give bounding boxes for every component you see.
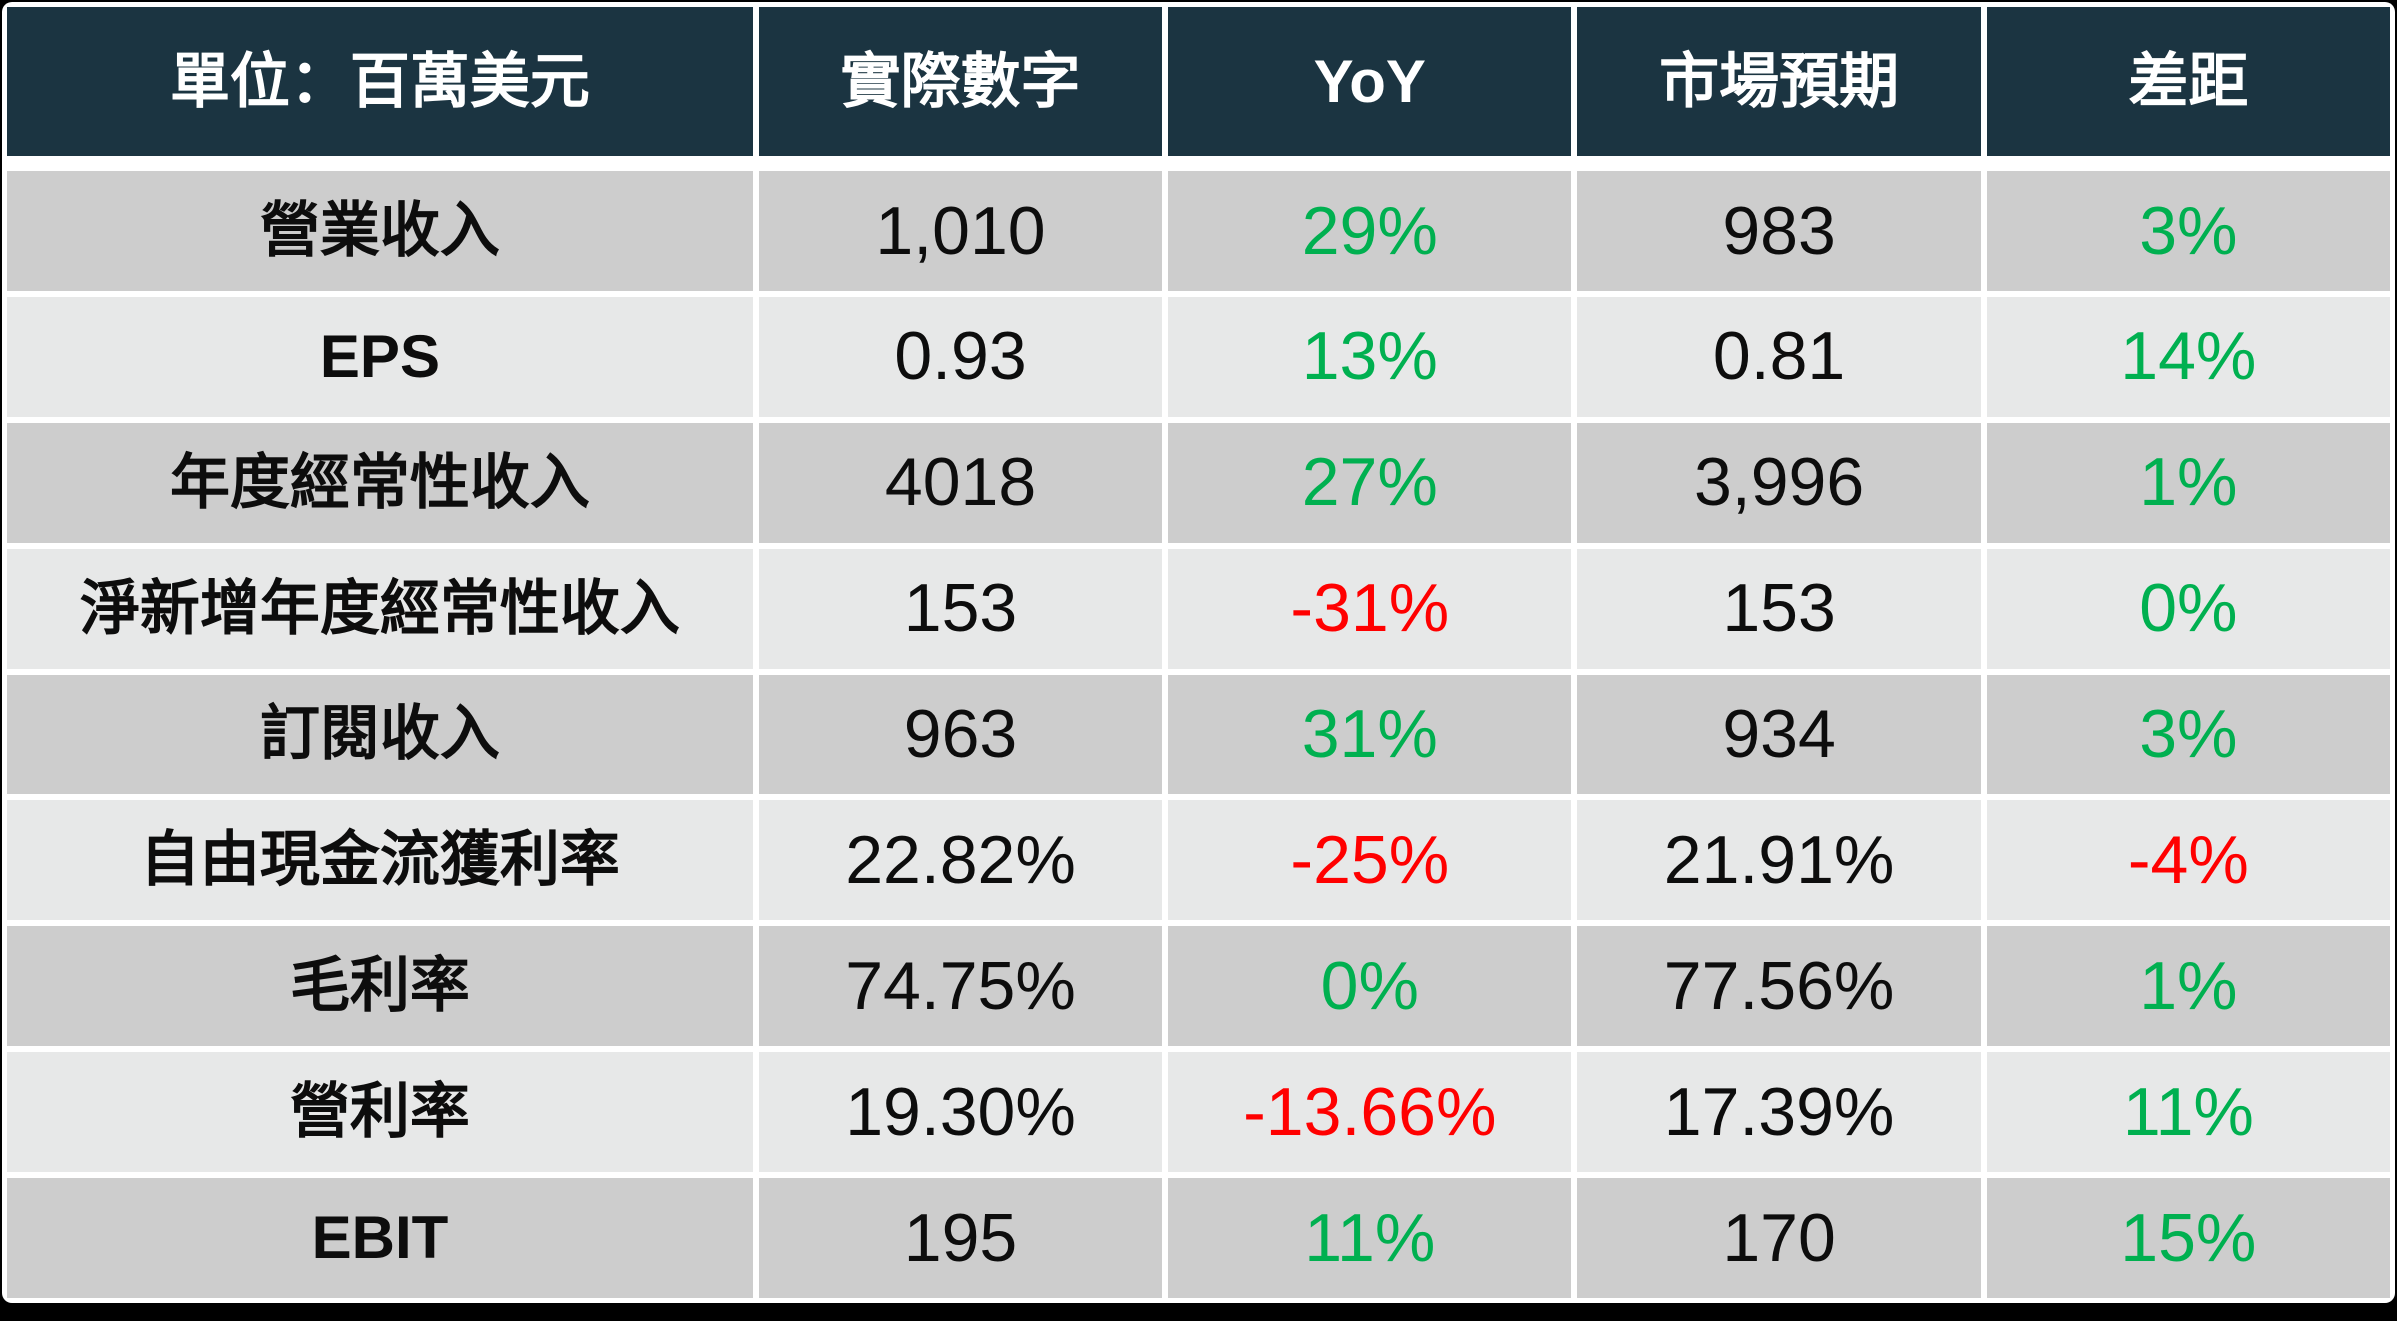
cell-yoy: 0%: [1168, 926, 1572, 1047]
cell-gap: 0%: [1986, 548, 2390, 669]
cell-gap: 3%: [1986, 674, 2390, 795]
cell-actual: 22.82%: [758, 800, 1163, 921]
row-label: 毛利率: [7, 926, 753, 1047]
cell-yoy: -13.66%: [1168, 1052, 1572, 1173]
row-label: 訂閱收入: [7, 674, 753, 795]
row-label: 年度經常性收入: [7, 422, 753, 543]
column-header-actual: 實際數字: [758, 7, 1163, 165]
cell-actual: 19.30%: [758, 1052, 1163, 1173]
cell-expected: 170: [1577, 1178, 1981, 1298]
cell-expected: 934: [1577, 674, 1981, 795]
cell-gap: 3%: [1986, 171, 2390, 291]
cell-yoy: 29%: [1168, 171, 1572, 291]
cell-yoy: -25%: [1168, 800, 1572, 921]
column-header-yoy: YoY: [1168, 7, 1572, 165]
cell-gap: 14%: [1986, 296, 2390, 417]
column-header-expected: 市場預期: [1577, 7, 1981, 165]
cell-yoy: -31%: [1168, 548, 1572, 669]
cell-gap: 11%: [1986, 1052, 2390, 1173]
cell-actual: 4018: [758, 422, 1163, 543]
cell-expected: 3,996: [1577, 422, 1981, 543]
table-grid: 單位：百萬美元 實際數字 YoY 市場預期 差距 營業收入 1,010 29% …: [7, 7, 2390, 1298]
cell-expected: 983: [1577, 171, 1981, 291]
cell-actual: 195: [758, 1178, 1163, 1298]
cell-yoy: 11%: [1168, 1178, 1572, 1298]
row-label: EBIT: [7, 1178, 753, 1298]
row-label: 營業收入: [7, 171, 753, 291]
cell-actual: 0.93: [758, 296, 1163, 417]
row-label: 營利率: [7, 1052, 753, 1173]
cell-yoy: 27%: [1168, 422, 1572, 543]
cell-yoy: 13%: [1168, 296, 1572, 417]
cell-yoy: 31%: [1168, 674, 1572, 795]
cell-actual: 74.75%: [758, 926, 1163, 1047]
cell-expected: 77.56%: [1577, 926, 1981, 1047]
cell-expected: 17.39%: [1577, 1052, 1981, 1173]
cell-gap: 15%: [1986, 1178, 2390, 1298]
row-label: 淨新增年度經常性收入: [7, 548, 753, 669]
cell-actual: 963: [758, 674, 1163, 795]
cell-gap: 1%: [1986, 422, 2390, 543]
cell-actual: 1,010: [758, 171, 1163, 291]
cell-expected: 21.91%: [1577, 800, 1981, 921]
column-header-gap: 差距: [1986, 7, 2390, 165]
cell-actual: 153: [758, 548, 1163, 669]
row-label: EPS: [7, 296, 753, 417]
header-unit-label: 單位：百萬美元: [7, 7, 753, 165]
cell-expected: 153: [1577, 548, 1981, 669]
cell-gap: 1%: [1986, 926, 2390, 1047]
cell-expected: 0.81: [1577, 296, 1981, 417]
row-label: 自由現金流獲利率: [7, 800, 753, 921]
cell-gap: -4%: [1986, 800, 2390, 921]
